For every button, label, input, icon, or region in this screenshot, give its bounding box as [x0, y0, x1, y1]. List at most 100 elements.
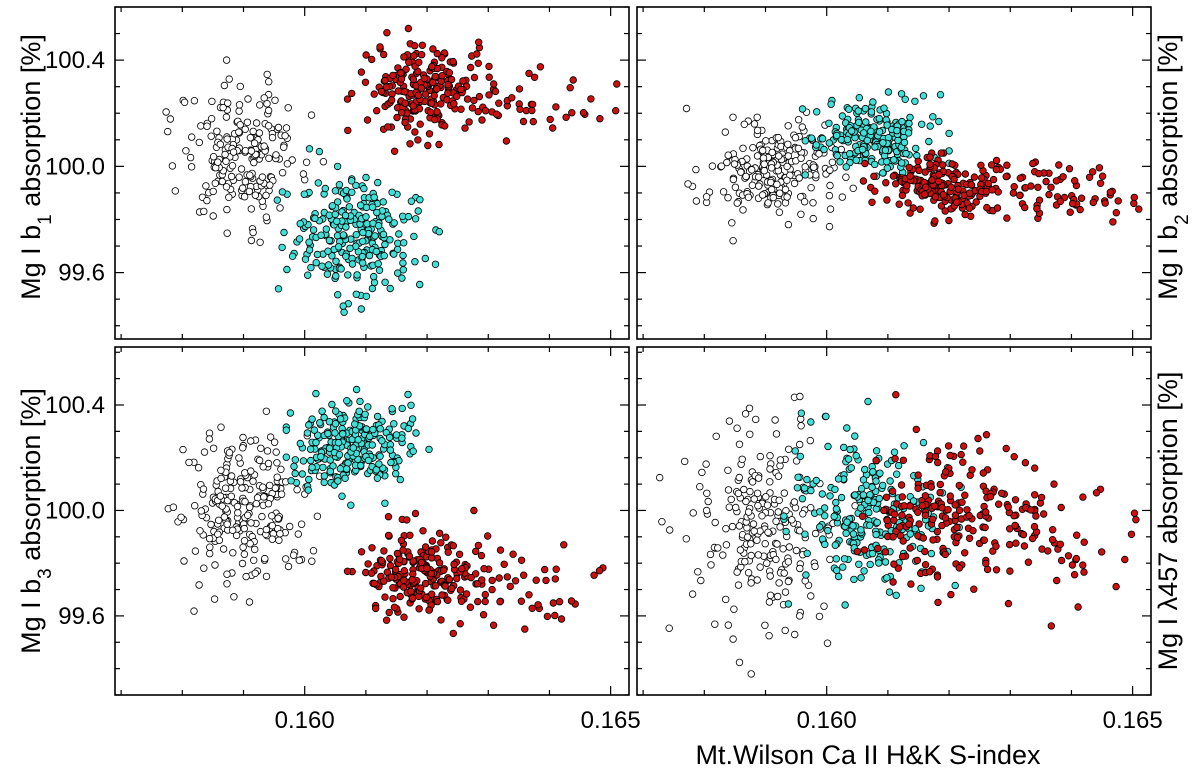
- point-red: [1006, 525, 1014, 533]
- point-white: [790, 498, 799, 506]
- point-red: [458, 565, 466, 573]
- point-white: [753, 126, 762, 135]
- point-red: [398, 108, 406, 117]
- point-red: [984, 179, 992, 188]
- point-white: [262, 191, 270, 200]
- point-cyan: [867, 127, 875, 135]
- point-cyan: [320, 472, 329, 480]
- frame-top-right: [636, 6, 1152, 340]
- point-white: [264, 122, 273, 130]
- point-red: [386, 554, 394, 563]
- point-red: [1130, 199, 1138, 208]
- point-white: [274, 123, 283, 132]
- point-cyan: [833, 566, 841, 575]
- point-white: [767, 178, 775, 187]
- point-red: [1114, 197, 1122, 205]
- point-red: [860, 546, 869, 554]
- point-white: [268, 133, 277, 142]
- point-cyan: [890, 448, 899, 456]
- point-red: [447, 75, 456, 84]
- point-white: [820, 602, 828, 610]
- point-red: [489, 621, 498, 629]
- point-red: [363, 116, 372, 124]
- point-red: [1076, 205, 1084, 214]
- point-red: [456, 620, 464, 628]
- point-white: [203, 196, 211, 205]
- point-red: [1024, 558, 1033, 566]
- point-cyan: [290, 462, 298, 471]
- point-white: [241, 469, 249, 477]
- point-red: [1112, 582, 1120, 591]
- point-cyan: [872, 477, 880, 485]
- point-red: [367, 569, 376, 577]
- point-white: [781, 626, 789, 635]
- point-red: [882, 178, 890, 187]
- point-red: [384, 513, 393, 521]
- point-cyan: [374, 221, 383, 230]
- point-cyan: [822, 412, 830, 421]
- point-cyan: [425, 445, 433, 454]
- point-white: [186, 153, 195, 162]
- point-red: [976, 447, 984, 455]
- point-white: [250, 158, 258, 167]
- point-red: [914, 471, 922, 479]
- point-cyan: [879, 481, 887, 490]
- point-cyan: [334, 243, 343, 251]
- point-white: [761, 621, 769, 629]
- point-white: [712, 432, 720, 440]
- point-red: [444, 80, 452, 89]
- point-white: [747, 540, 755, 548]
- ylabel-top-left: Mg I b1 absorption [%]: [16, 34, 56, 300]
- point-red: [428, 62, 436, 71]
- point-white: [284, 104, 292, 112]
- point-cyan: [902, 149, 910, 158]
- point-white: [271, 96, 279, 104]
- point-cyan: [374, 178, 382, 187]
- point-red: [983, 203, 991, 212]
- point-red: [399, 546, 407, 554]
- point-red: [441, 122, 449, 130]
- point-red: [400, 613, 408, 621]
- point-cyan: [837, 493, 846, 502]
- point-red: [1074, 603, 1082, 611]
- point-red: [403, 516, 411, 524]
- point-cyan: [827, 100, 835, 108]
- point-white: [722, 541, 731, 549]
- point-red: [542, 576, 550, 585]
- point-white: [228, 161, 237, 170]
- point-cyan: [906, 113, 914, 122]
- point-red: [380, 547, 388, 555]
- point-red: [552, 103, 560, 111]
- point-red: [389, 584, 397, 592]
- point-cyan: [919, 438, 928, 447]
- point-cyan: [926, 122, 934, 130]
- point-white: [728, 522, 737, 531]
- point-cyan: [798, 495, 807, 503]
- point-cyan: [399, 259, 407, 267]
- point-red: [428, 548, 436, 556]
- point-cyan: [894, 136, 902, 144]
- point-cyan: [386, 446, 395, 454]
- point-red: [920, 190, 929, 198]
- point-white: [202, 182, 210, 190]
- point-white: [755, 182, 763, 190]
- point-red: [421, 543, 430, 551]
- point-red: [1095, 164, 1104, 172]
- point-white: [247, 467, 255, 475]
- point-red: [414, 91, 423, 99]
- point-cyan: [905, 119, 913, 128]
- point-red: [530, 73, 539, 81]
- point-white: [753, 576, 761, 584]
- point-white: [235, 454, 243, 462]
- point-white: [742, 172, 750, 181]
- point-white: [689, 509, 697, 517]
- point-cyan: [392, 431, 401, 439]
- point-white: [736, 546, 745, 554]
- point-white: [781, 588, 790, 596]
- point-cyan: [820, 145, 828, 154]
- point-red: [906, 172, 914, 180]
- point-white: [180, 98, 189, 106]
- point-red: [913, 556, 921, 565]
- point-white: [724, 486, 733, 494]
- point-red: [1039, 510, 1048, 518]
